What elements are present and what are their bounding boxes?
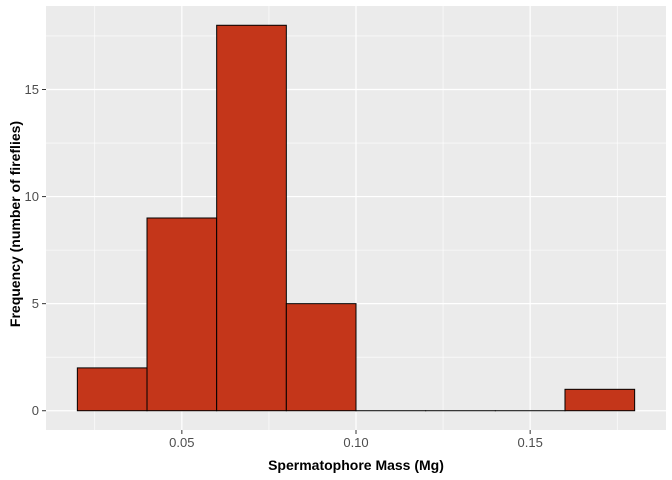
histogram-bars xyxy=(76,24,636,412)
x-tick-label: 0.15 xyxy=(518,435,543,450)
y-tick-label: 15 xyxy=(25,82,39,97)
axis-ticks: 0.05 0.10 0.15 0 5 10 15 xyxy=(25,82,543,450)
x-tick-label: 0.10 xyxy=(343,435,368,450)
histogram-bar xyxy=(285,303,357,412)
y-tick-label: 5 xyxy=(32,296,39,311)
x-axis-title: Spermatophore Mass (Mg) xyxy=(268,457,444,473)
histogram-bar xyxy=(76,367,148,412)
histogram-bar xyxy=(564,388,636,412)
y-tick-label: 10 xyxy=(25,189,39,204)
y-tick-label: 0 xyxy=(32,403,39,418)
x-tick-label: 0.05 xyxy=(169,435,194,450)
histogram-bar xyxy=(146,217,218,412)
y-axis-title: Frequency (number of fireflies) xyxy=(7,121,23,327)
histogram-bar xyxy=(216,24,287,412)
